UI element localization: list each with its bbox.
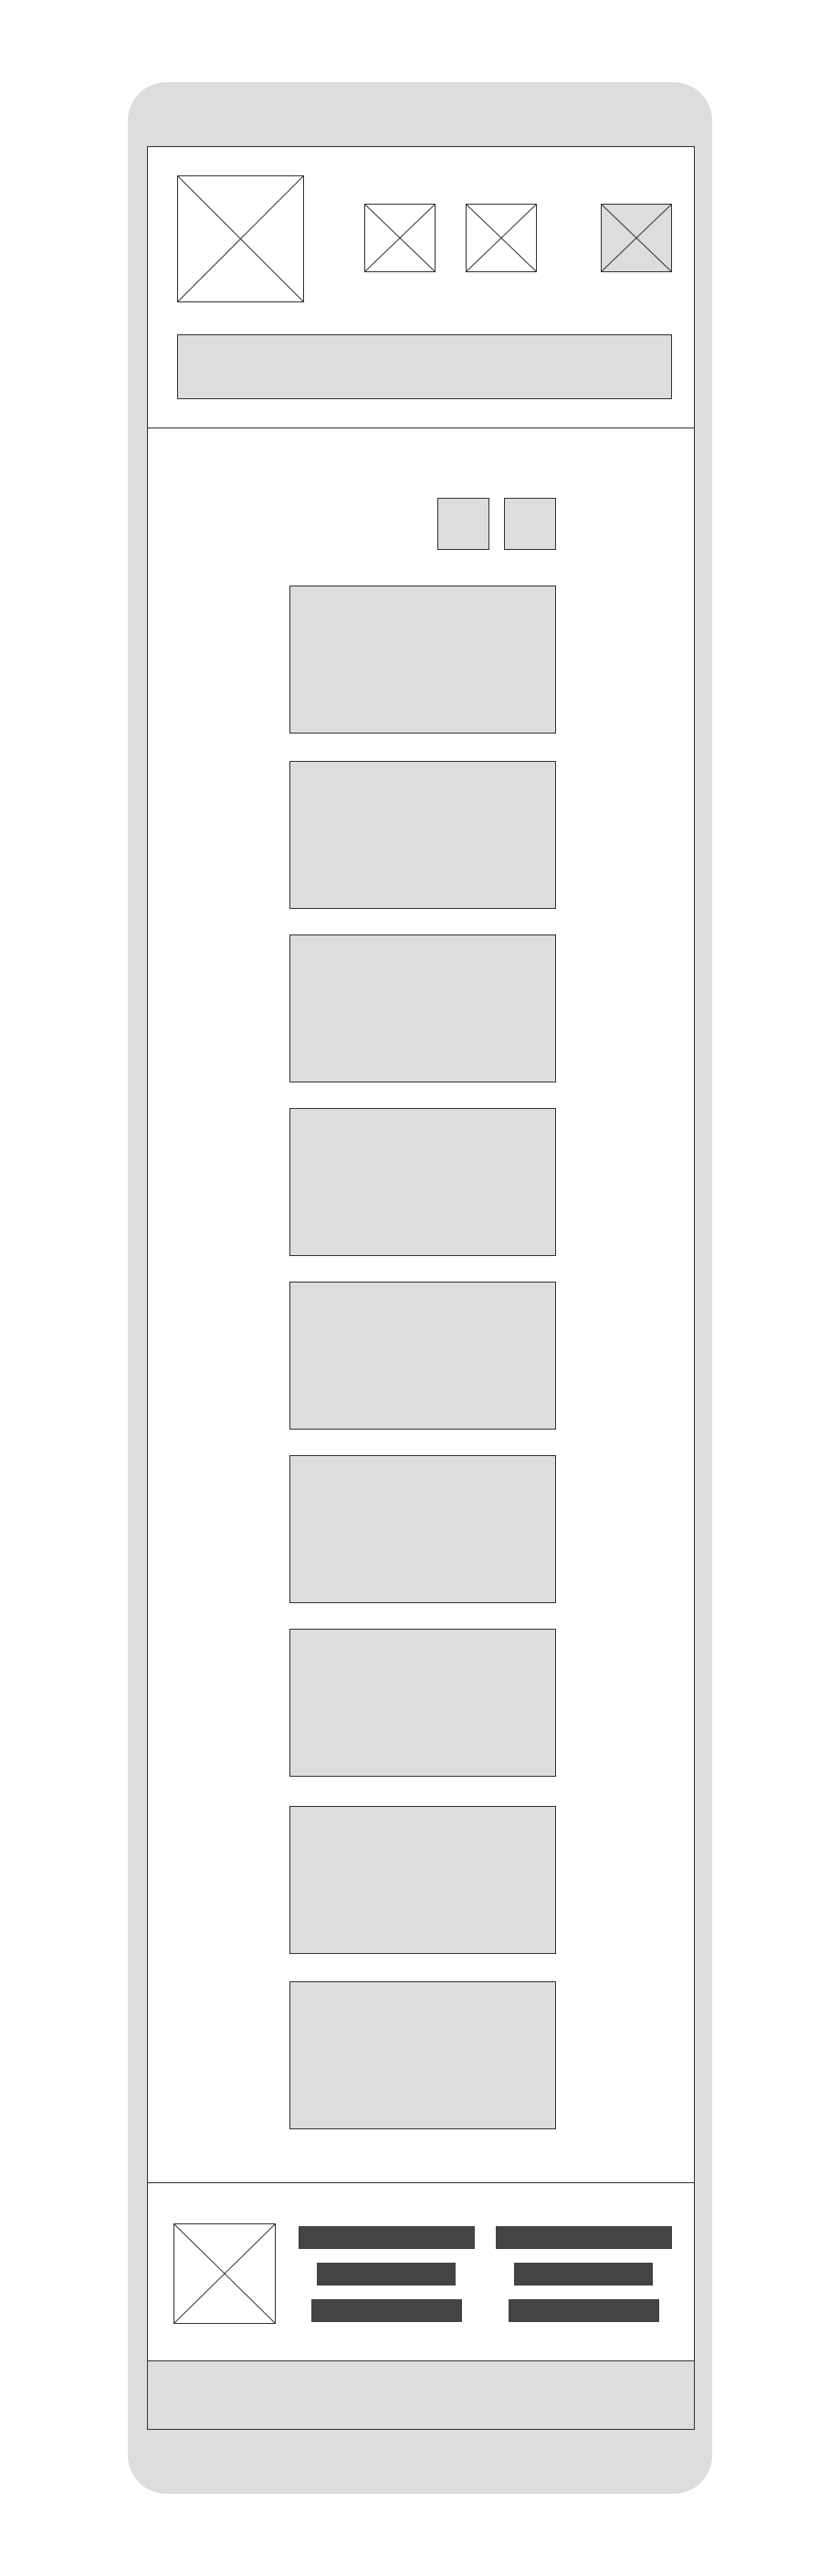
content-tile-4[interactable] (289, 1108, 556, 1256)
content-tile-1[interactable] (289, 586, 556, 734)
control-button-1[interactable] (437, 498, 489, 550)
footer (148, 2182, 694, 2361)
footer-link[interactable] (299, 2226, 475, 2249)
app-screen (147, 146, 695, 2430)
logo-image-placeholder-icon[interactable] (177, 175, 304, 302)
header-action-1-image-placeholder-icon[interactable] (364, 204, 436, 272)
content-tile-2[interactable] (289, 761, 556, 909)
footer-link[interactable] (496, 2226, 672, 2249)
content-tile-6[interactable] (289, 1455, 556, 1603)
content-tile-7[interactable] (289, 1629, 556, 1777)
control-button-2[interactable] (504, 498, 556, 550)
footer-logo-image-placeholder-icon[interactable] (173, 2223, 276, 2324)
header (148, 147, 694, 428)
footer-link[interactable] (509, 2299, 659, 2322)
footer-link[interactable] (317, 2263, 456, 2286)
footer-link[interactable] (514, 2263, 653, 2286)
bottom-bar (148, 2361, 694, 2429)
header-action-2-image-placeholder-icon[interactable] (466, 204, 537, 272)
footer-link[interactable] (311, 2299, 462, 2322)
search-input[interactable] (177, 334, 672, 399)
header-action-3-image-placeholder-icon[interactable] (601, 204, 672, 272)
content-tile-8[interactable] (289, 1806, 556, 1954)
content-tile-5[interactable] (289, 1282, 556, 1430)
content-tile-9[interactable] (289, 1981, 556, 2129)
content-tile-3[interactable] (289, 934, 556, 1082)
